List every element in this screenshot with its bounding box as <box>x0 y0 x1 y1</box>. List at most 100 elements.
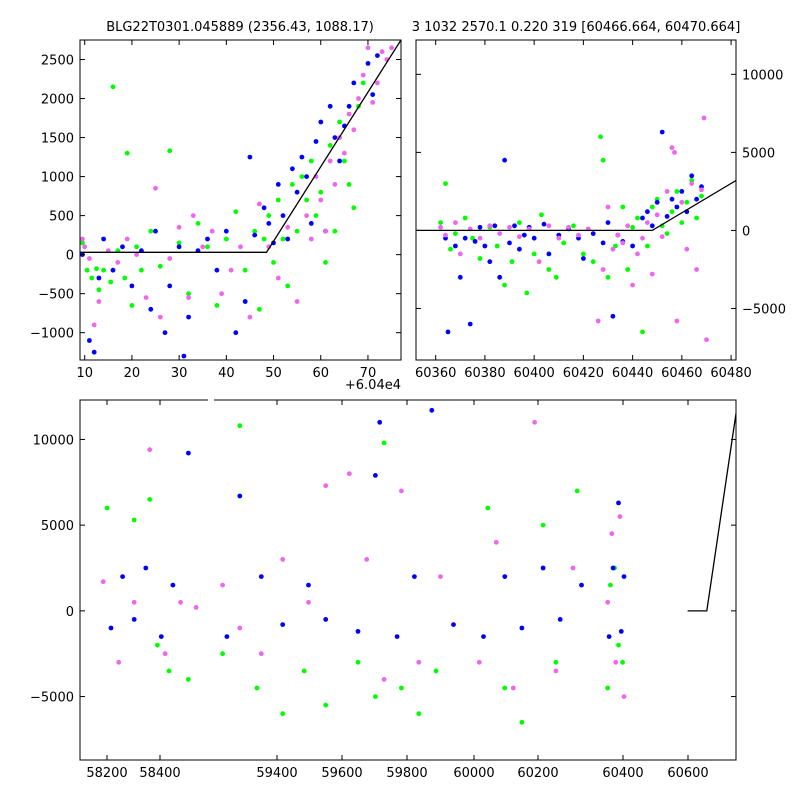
data-point-s1-17 <box>205 236 210 242</box>
data-point-s1-25 <box>579 582 584 588</box>
data-point-s0-30 <box>275 197 281 203</box>
y-tick-label: −5000 <box>742 302 786 317</box>
data-point-s0-12 <box>134 244 140 250</box>
data-point-s2-31 <box>323 228 328 234</box>
data-point-s1-20 <box>546 251 552 257</box>
data-point-s0-44 <box>342 158 347 164</box>
data-point-s0-13 <box>373 694 378 699</box>
data-point-s2-26 <box>609 531 615 537</box>
data-point-s2-19 <box>228 267 234 273</box>
scatter-points-bottom <box>100 407 627 725</box>
data-point-s1-40 <box>679 189 685 194</box>
data-point-s1-15 <box>186 314 192 320</box>
data-point-s0-13 <box>531 251 537 257</box>
data-point-s1-9 <box>487 259 493 265</box>
data-point-s0-24 <box>242 267 248 273</box>
data-point-s2-20 <box>493 539 499 545</box>
data-point-s0-41 <box>699 193 704 199</box>
data-point-s1-29 <box>618 629 624 634</box>
data-point-s2-16 <box>399 488 404 494</box>
data-point-s0-14 <box>148 228 154 234</box>
data-point-s1-12 <box>323 617 329 622</box>
data-point-s1-24 <box>261 205 267 211</box>
x-tick-label: 60480 <box>710 366 751 381</box>
data-point-s2-43 <box>379 49 385 55</box>
data-point-s1-34 <box>308 221 314 226</box>
data-point-s2-29 <box>654 212 660 218</box>
data-point-s2-38 <box>356 96 361 101</box>
data-point-s2-15 <box>190 213 196 219</box>
y-tick-label: 0 <box>66 605 74 620</box>
data-point-s2-10 <box>153 185 158 191</box>
data-point-s0-3 <box>94 266 99 272</box>
data-point-s0-16 <box>167 148 173 154</box>
data-point-s0-11 <box>517 220 522 226</box>
data-point-s1-44 <box>365 61 371 66</box>
data-point-s1-14 <box>512 223 517 229</box>
data-point-s0-2 <box>448 246 453 252</box>
data-point-s1-11 <box>306 582 311 588</box>
x-tick-label: 59800 <box>386 766 427 781</box>
data-point-s1-36 <box>659 129 665 135</box>
panel-bottom: 58200 58400 59400 59600 59800 60000 60200 60400… <box>30 396 737 781</box>
x-tick-label: 20 <box>124 366 141 381</box>
data-point-s1-35 <box>313 139 319 144</box>
data-point-s0-22 <box>553 659 559 665</box>
data-point-s0-14 <box>539 212 544 218</box>
data-point-s2-25 <box>285 224 291 230</box>
data-point-s1-6 <box>186 450 191 456</box>
data-point-s0-0 <box>104 505 110 511</box>
data-point-s1-20 <box>481 634 486 639</box>
data-point-s0-6 <box>220 651 226 657</box>
data-point-s1-15 <box>377 419 383 425</box>
data-point-s2-27 <box>304 213 309 219</box>
x-tick-label: 59400 <box>256 766 297 781</box>
data-point-s2-6 <box>487 223 493 229</box>
y-tick-label: 500 <box>49 210 74 225</box>
data-point-s2-17 <box>595 318 601 324</box>
y-tick-label: −1000 <box>30 327 74 342</box>
data-point-s1-20 <box>233 330 239 336</box>
data-point-s1-27 <box>275 182 281 187</box>
data-point-s1-0 <box>108 625 114 631</box>
data-point-s0-34 <box>294 228 300 234</box>
plot-frame-bottom <box>79 399 737 761</box>
data-point-s1-6 <box>120 244 125 250</box>
data-point-s0-4 <box>462 215 468 221</box>
data-point-s2-6 <box>193 605 199 610</box>
data-point-s0-20 <box>205 244 210 250</box>
data-point-s0-25 <box>608 582 613 588</box>
data-point-s2-4 <box>162 651 168 657</box>
data-point-s1-39 <box>674 204 680 210</box>
data-point-s2-25 <box>605 599 611 605</box>
data-point-s0-23 <box>574 488 580 494</box>
data-point-s0-11 <box>323 702 329 708</box>
data-point-s0-18 <box>485 505 491 511</box>
data-point-s2-12 <box>546 223 552 229</box>
data-point-s0-31 <box>280 236 286 242</box>
data-point-s1-42 <box>346 103 352 109</box>
data-point-s1-42 <box>689 173 695 179</box>
data-point-s2-26 <box>294 299 300 304</box>
data-point-s2-28 <box>308 236 314 242</box>
data-point-s2-0 <box>438 224 443 230</box>
data-point-s2-14 <box>186 295 192 300</box>
data-point-s1-28 <box>610 313 616 319</box>
data-point-s1-4 <box>101 236 106 242</box>
data-point-s1-8 <box>482 243 488 249</box>
data-point-s0-6 <box>477 256 483 261</box>
x-tick-label: 60380 <box>464 366 505 381</box>
y-tick-label: 0 <box>66 249 74 264</box>
x-tick-label: 60440 <box>612 366 653 381</box>
y-tick-label: 1000 <box>41 171 74 186</box>
data-point-s2-19 <box>476 659 482 665</box>
data-point-s2-21 <box>510 685 516 691</box>
data-point-s0-17 <box>176 240 182 246</box>
data-point-s0-5 <box>186 677 191 682</box>
data-point-s2-18 <box>600 267 606 272</box>
data-point-s2-24 <box>275 275 281 281</box>
data-point-s0-11 <box>129 303 135 308</box>
data-point-s2-2 <box>87 256 92 261</box>
data-point-s2-30 <box>318 197 324 203</box>
data-point-s2-36 <box>346 111 352 117</box>
